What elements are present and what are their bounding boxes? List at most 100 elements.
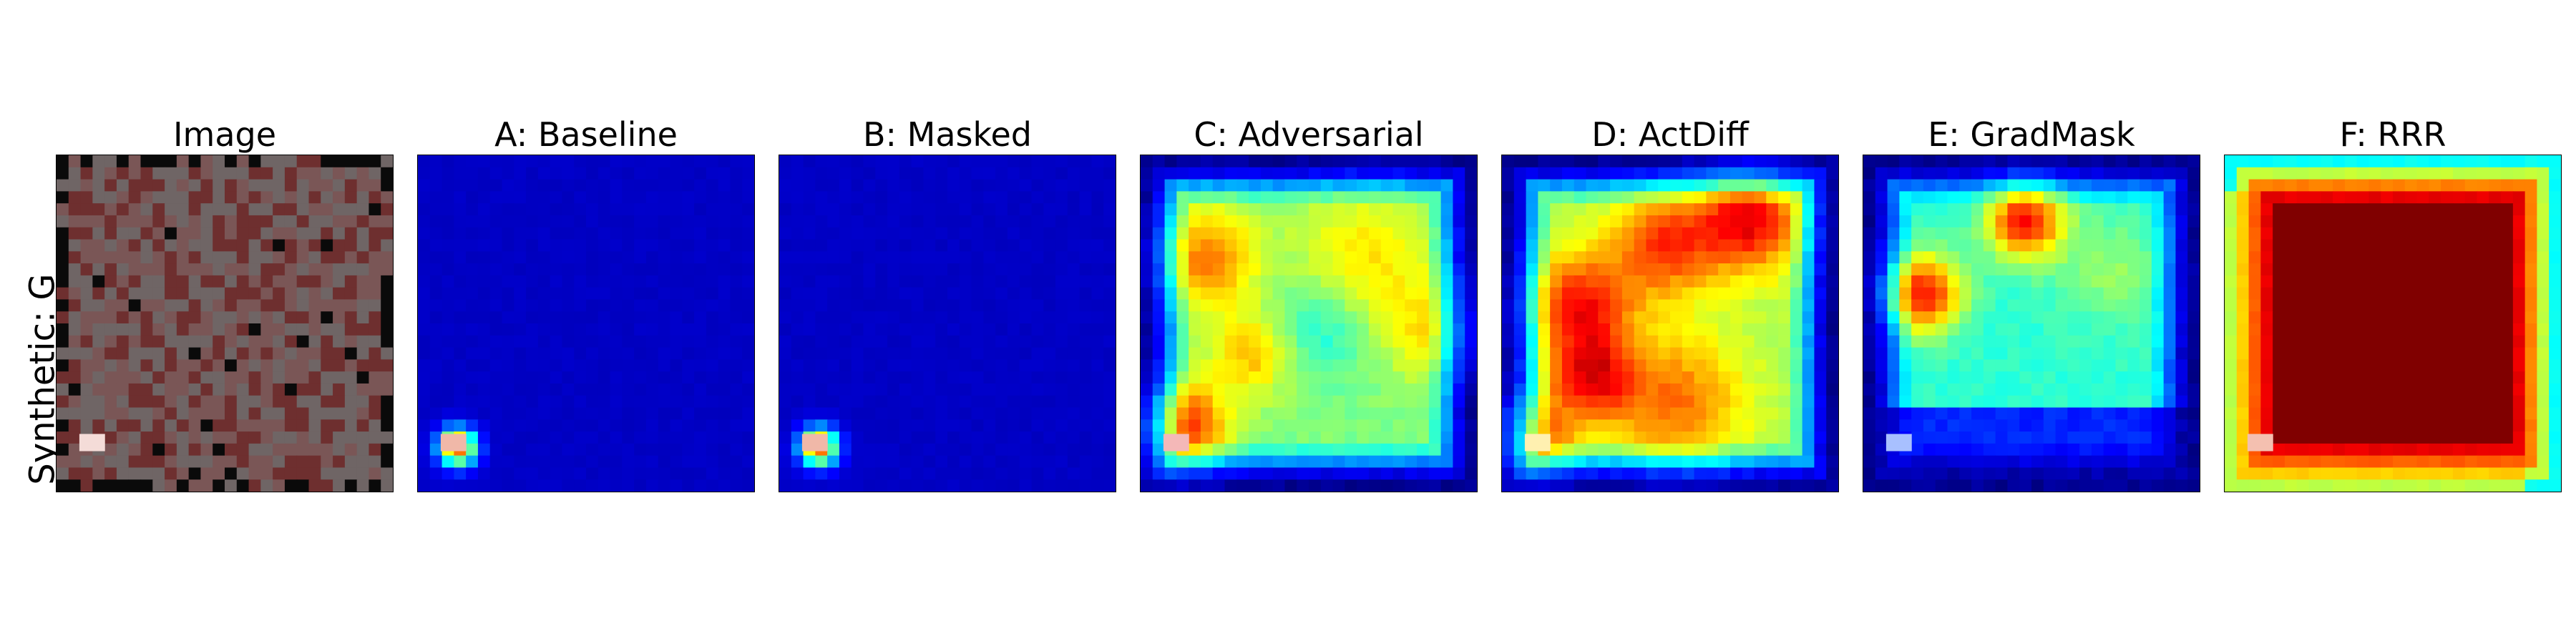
heatmap-cell bbox=[670, 275, 683, 288]
heatmap-cell bbox=[2163, 359, 2177, 372]
heatmap-cell bbox=[1297, 347, 1309, 360]
heatmap-cell bbox=[1043, 203, 1056, 216]
heatmap-cell bbox=[742, 347, 754, 360]
image-pixel bbox=[188, 167, 202, 180]
heatmap-cell bbox=[1392, 359, 1405, 372]
heatmap-cell bbox=[1055, 395, 1068, 409]
heatmap-cell bbox=[1405, 419, 1418, 432]
heatmap-cell bbox=[1055, 443, 1068, 457]
heatmap-cell bbox=[1526, 467, 1538, 480]
heatmap-cell bbox=[466, 335, 479, 348]
heatmap-cell bbox=[1959, 227, 1972, 240]
heatmap-cell bbox=[899, 179, 912, 192]
heatmap-cell bbox=[827, 467, 840, 480]
heatmap-cell bbox=[1043, 215, 1056, 228]
heatmap-cell bbox=[959, 407, 972, 420]
heatmap-cell bbox=[2067, 251, 2080, 264]
heatmap-cell bbox=[2031, 179, 2044, 192]
heatmap-cell bbox=[1513, 455, 1527, 469]
heatmap-cell bbox=[1260, 215, 1274, 228]
heatmap-cell bbox=[1007, 359, 1020, 372]
heatmap-cell bbox=[1561, 431, 1575, 444]
heatmap-cell bbox=[2091, 155, 2104, 168]
heatmap-cell bbox=[2055, 311, 2068, 324]
heatmap-cell bbox=[1019, 251, 1033, 264]
heatmap-cell bbox=[2151, 299, 2165, 312]
image-pixel bbox=[128, 443, 142, 457]
heatmap-cell bbox=[1309, 479, 1322, 492]
heatmap-cell bbox=[947, 407, 960, 420]
heatmap-cell bbox=[1368, 467, 1382, 480]
image-pixel bbox=[369, 227, 381, 240]
heatmap-cell bbox=[2127, 275, 2140, 288]
heatmap-cell bbox=[2344, 179, 2358, 192]
heatmap-cell bbox=[550, 275, 563, 288]
heatmap-cell bbox=[454, 467, 467, 480]
heatmap-cell bbox=[971, 203, 984, 216]
image-pixel bbox=[213, 419, 225, 432]
heatmap-cell bbox=[1634, 443, 1647, 457]
heatmap-cell bbox=[2344, 215, 2358, 228]
heatmap-cell bbox=[2079, 275, 2092, 288]
heatmap-cell bbox=[429, 287, 443, 301]
image-pixel bbox=[273, 443, 286, 457]
heatmap-cell bbox=[2031, 359, 2044, 372]
heatmap-cell bbox=[2187, 359, 2200, 372]
heatmap-cell bbox=[1574, 155, 1587, 168]
heatmap-cell bbox=[995, 335, 1008, 348]
heatmap-cell bbox=[779, 371, 792, 384]
image-pixel bbox=[68, 395, 82, 409]
heatmap-cell bbox=[454, 335, 467, 348]
heatmap-cell bbox=[441, 479, 454, 492]
heatmap-cell bbox=[1368, 431, 1382, 444]
heatmap-cell bbox=[971, 179, 984, 192]
heatmap-cell bbox=[863, 311, 876, 324]
heatmap-cell bbox=[959, 287, 972, 301]
heatmap-cell bbox=[1778, 371, 1791, 384]
heatmap-cell bbox=[1453, 299, 1465, 312]
image-pixel bbox=[165, 479, 177, 492]
heatmap-cell bbox=[418, 275, 431, 288]
heatmap-cell bbox=[1610, 311, 1623, 324]
heatmap-cell bbox=[2236, 263, 2250, 276]
image-pixel bbox=[176, 479, 190, 492]
heatmap-cell bbox=[1345, 155, 1357, 168]
image-pixel bbox=[116, 155, 130, 168]
heatmap-cell bbox=[1561, 275, 1575, 288]
image-pixel bbox=[104, 287, 117, 301]
image-pixel bbox=[248, 155, 261, 168]
heatmap-cell bbox=[2043, 203, 2057, 216]
heatmap-cell bbox=[911, 167, 924, 180]
heatmap-cell bbox=[1923, 299, 1936, 312]
heatmap-cell bbox=[2187, 419, 2200, 432]
heatmap-cell bbox=[1538, 251, 1551, 264]
heatmap-cell bbox=[1103, 179, 1116, 192]
heatmap-cell bbox=[1309, 383, 1322, 396]
heatmap-cell bbox=[1826, 311, 1838, 324]
heatmap-cell bbox=[586, 191, 599, 204]
heatmap-cell bbox=[2175, 419, 2188, 432]
heatmap-cell bbox=[2429, 155, 2441, 168]
heatmap-cell bbox=[1574, 179, 1587, 192]
heatmap-cell bbox=[935, 275, 948, 288]
heatmap-cell bbox=[1923, 419, 1936, 432]
heatmap-cell bbox=[514, 251, 527, 264]
heatmap-cell bbox=[574, 371, 587, 384]
heatmap-cell bbox=[1392, 347, 1405, 360]
heatmap-cell bbox=[1729, 455, 1743, 469]
heatmap-cell bbox=[2393, 203, 2406, 216]
heatmap-cell bbox=[2031, 467, 2044, 480]
heatmap-cell bbox=[2127, 215, 2140, 228]
heatmap-cell bbox=[1332, 215, 1345, 228]
heatmap-cell bbox=[1682, 395, 1695, 409]
heatmap-cell bbox=[1814, 335, 1827, 348]
heatmap-cell bbox=[2031, 419, 2044, 432]
image-pixel bbox=[296, 359, 310, 372]
heatmap-cell bbox=[1754, 239, 1767, 252]
heatmap-cell bbox=[1417, 311, 1430, 324]
heatmap-cell bbox=[1019, 455, 1033, 469]
heatmap-cell bbox=[1561, 359, 1575, 372]
heatmap-cell bbox=[1103, 287, 1116, 301]
image-pixel bbox=[200, 263, 213, 276]
heatmap-cell bbox=[1380, 455, 1394, 469]
